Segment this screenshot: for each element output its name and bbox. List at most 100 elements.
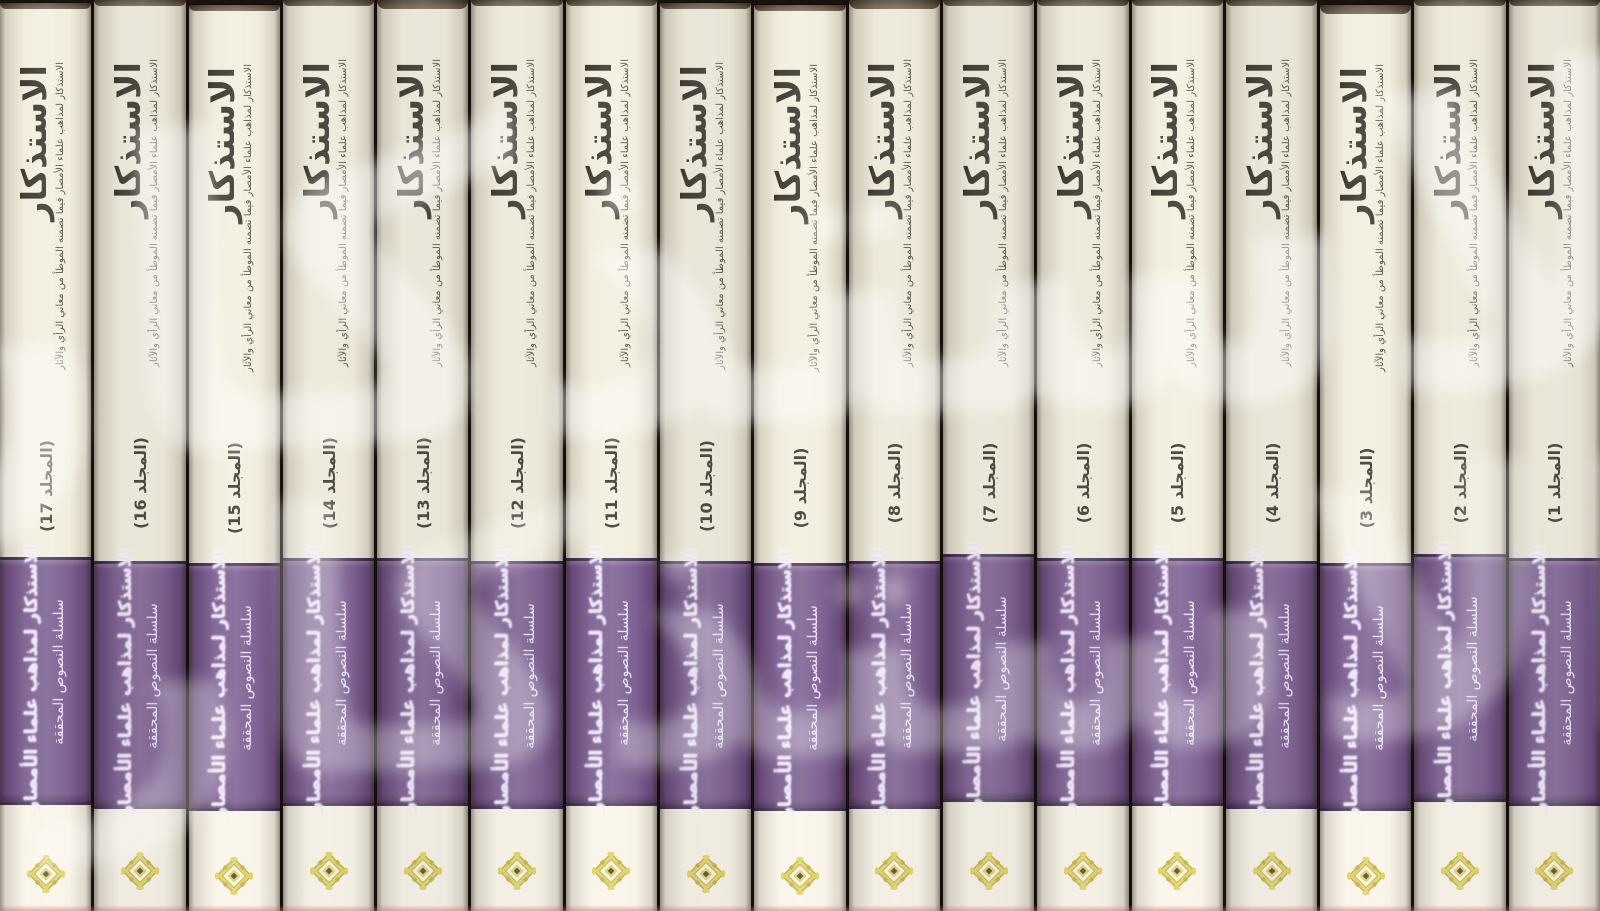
series-band: الاستذكار لمذاهب علماء الأمصار سلسلة الن… — [754, 551, 846, 817]
spine-top-edge — [471, 0, 563, 6]
book-title: الاستذكار — [297, 61, 338, 219]
book-title: الاستذكار — [863, 61, 904, 219]
publisher-ornate-calligraphy: الاستذكار لمذاهب علماء الأمصار — [492, 548, 513, 816]
volume-label: (المجلد 2) — [1451, 442, 1471, 524]
book-subtitle: الاستذكار لمذاهب علماء الأمصار فيما تضمن… — [431, 59, 443, 367]
book-subtitle: الاستذكار لمذاهب علماء الأمصار فيما تضمن… — [148, 59, 160, 367]
book-subtitle: الاستذكار لمذاهب علماء الأمصار فيما تضمن… — [1563, 59, 1575, 367]
book-spine: الاستذكار لمذاهب علماء الأمصار سلسلة الن… — [754, 5, 846, 911]
series-title: سلسلة النصوص المحققة — [239, 605, 256, 751]
gold-rosette-icon — [1533, 849, 1576, 893]
book-subtitle: الاستذكار لمذاهب علماء الأمصار فيما تضمن… — [54, 62, 66, 370]
gold-rosette-icon — [590, 849, 633, 893]
series-title: سلسلة النصوص المحققة — [710, 603, 727, 749]
book-title: الاستذكار — [14, 64, 55, 222]
series-band: الاستذكار لمذاهب علماء الأمصار سلسلة الن… — [1225, 549, 1318, 815]
series-title: سلسلة النصوص المحققة — [522, 603, 539, 749]
series-title: سلسلة النصوص المحققة — [1276, 603, 1293, 749]
book-spine: الاستذكار لمذاهب علماء الأمصار سلسلة الن… — [942, 0, 1035, 911]
publisher-ornate-calligraphy: الاستذكار لمذاهب علماء الأمصار — [869, 548, 890, 816]
spine-top-edge — [282, 0, 375, 6]
book-title: الاستذكار — [108, 61, 149, 219]
publisher-ornate-calligraphy: الاستذكار لمذاهب علماء الأمصار — [115, 548, 136, 816]
book-subtitle: الاستذكار لمذاهب علماء الأمصار فيما تضمن… — [1186, 59, 1198, 367]
book-title: الاستذكار — [1429, 61, 1470, 219]
book-subtitle: الاستذكار لمذاهب علماء الأمصار فيما تضمن… — [243, 64, 255, 372]
spine-top-edge — [0, 3, 92, 9]
book-spine: الاستذكار لمذاهب علماء الأمصار سلسلة الن… — [1508, 0, 1600, 911]
publisher-ornate-calligraphy: الاستذكار لمذاهب علماء الأمصار — [1435, 541, 1456, 809]
book-title: الاستذكار — [769, 66, 810, 224]
series-title: سلسلة النصوص المحققة — [50, 599, 67, 745]
spine-top-edge — [660, 3, 752, 9]
book-title: الاستذكار — [391, 61, 432, 219]
series-band: الاستذكار لمذاهب علماء الأمصار سلسلة الن… — [1320, 551, 1412, 817]
volume-label: (المجلد 6) — [1073, 442, 1093, 524]
book-subtitle: الاستذكار لمذاهب علماء الأمصار فيما تضمن… — [714, 62, 726, 370]
series-title: سلسلة النصوص المحققة — [1370, 605, 1387, 751]
series-band: الاستذكار لمذاهب علماء الأمصار سلسلة الن… — [377, 546, 469, 812]
publisher-ornate-calligraphy: الاستذكار لمذاهب علماء الأمصار — [398, 545, 419, 813]
book-subtitle: الاستذكار لمذاهب علماء الأمصار فيما تضمن… — [620, 59, 632, 367]
series-title: سلسلة النصوص المحققة — [1465, 596, 1482, 742]
book-subtitle: الاستذكار لمذاهب علماء الأمصار فيما تضمن… — [1280, 59, 1292, 367]
book-spine: الاستذكار لمذاهب علماء الأمصار سلسلة الن… — [188, 5, 280, 911]
book-spine: الاستذكار لمذاهب علماء الأمصار سلسلة الن… — [377, 0, 469, 911]
volume-label: (المجلد 3) — [1356, 447, 1376, 529]
series-title: سلسلة النصوص المحققة — [1559, 600, 1576, 746]
series-band: الاستذكار لمذاهب علماء الأمصار سلسلة الن… — [1414, 542, 1506, 808]
volume-label: (المجلد 5) — [1168, 442, 1188, 524]
gold-rosette-icon — [1344, 854, 1387, 898]
series-band: الاستذكار لمذاهب علماء الأمصار سلسلة الن… — [282, 546, 375, 812]
series-band: الاستذكار لمذاهب علماء الأمصار سلسلة الن… — [942, 542, 1035, 808]
spine-top-edge — [1131, 0, 1223, 6]
publisher-ornate-calligraphy: الاستذكار لمذاهب علماء الأمصار — [964, 541, 985, 809]
spine-top-edge — [1320, 5, 1412, 14]
series-band: الاستذكار لمذاهب علماء الأمصار سلسلة الن… — [565, 546, 658, 812]
publisher-ornate-calligraphy: الاستذكار لمذاهب علماء الأمصار — [586, 545, 607, 813]
gold-rosette-icon — [1438, 849, 1482, 893]
book-title: الاستذكار — [957, 61, 998, 219]
spine-top-edge — [377, 0, 469, 9]
publisher-ornate-calligraphy: الاستذكار لمذاهب علماء الأمصار — [775, 550, 796, 818]
gold-rosette-icon — [778, 854, 822, 898]
spine-top-edge — [1414, 0, 1506, 6]
spine-top-edge — [94, 0, 186, 6]
series-band: الاستذكار لمذاهب علماء الأمصار سلسلة الن… — [1037, 546, 1129, 812]
series-band: الاستذكار لمذاهب علماء الأمصار سلسلة الن… — [1131, 546, 1223, 812]
book-spine: الاستذكار لمذاهب علماء الأمصار سلسلة الن… — [0, 3, 92, 911]
gold-rosette-icon — [1061, 849, 1105, 893]
book-subtitle: الاستذكار لمذاهب علماء الأمصار فيما تضمن… — [1469, 59, 1481, 367]
series-title: سلسلة النصوص المحققة — [1087, 600, 1104, 746]
volume-label: (المجلد 15) — [225, 442, 245, 534]
gold-rosette-icon — [495, 849, 539, 893]
volume-label: (المجلد 12) — [508, 437, 528, 529]
series-title: سلسلة النصوص المحققة — [1182, 600, 1199, 746]
book-spine: الاستذكار لمذاهب علماء الأمصار سلسلة الن… — [1320, 5, 1412, 911]
book-spine: الاستذكار لمذاهب علماء الأمصار سلسلة الن… — [1037, 0, 1129, 911]
series-band: الاستذكار لمذاهب علماء الأمصار سلسلة الن… — [848, 549, 940, 815]
book-spine: الاستذكار لمذاهب علماء الأمصار سلسلة الن… — [1131, 0, 1223, 911]
series-title: سلسلة النصوص المحققة — [144, 603, 161, 749]
book-title: الاستذكار — [674, 64, 715, 222]
book-spine: الاستذكار لمذاهب علماء الأمصار سلسلة الن… — [94, 0, 186, 911]
gold-rosette-icon — [967, 849, 1010, 893]
volume-label: (المجلد 16) — [130, 437, 150, 529]
volume-label: (المجلد 9) — [791, 447, 811, 529]
volume-label: (المجلد 8) — [885, 442, 905, 524]
publisher-ornate-calligraphy: الاستذكار لمذاهب علماء الأمصار — [1152, 545, 1173, 813]
book-title: الاستذكار — [1334, 66, 1375, 224]
spine-top-edge — [188, 5, 280, 11]
book-subtitle: الاستذكار لمذاهب علماء الأمصار فيما تضمن… — [903, 59, 915, 367]
series-band: الاستذكار لمذاهب علماء الأمصار سلسلة الن… — [471, 549, 563, 815]
publisher-ornate-calligraphy: الاستذكار لمذاهب علماء الأمصار — [1529, 545, 1550, 813]
volume-label: (المجلد 7) — [979, 442, 999, 524]
book-subtitle: الاستذكار لمذاهب علماء الأمصار فيما تضمن… — [1091, 59, 1103, 367]
gold-rosette-icon — [307, 849, 350, 893]
volume-label: (المجلد 1) — [1545, 442, 1565, 524]
gold-rosette-icon — [213, 854, 256, 898]
book-spine: الاستذكار لمذاهب علماء الأمصار سلسلة الن… — [471, 0, 563, 911]
volume-label: (المجلد 4) — [1262, 442, 1282, 524]
gold-rosette-icon — [401, 849, 444, 893]
